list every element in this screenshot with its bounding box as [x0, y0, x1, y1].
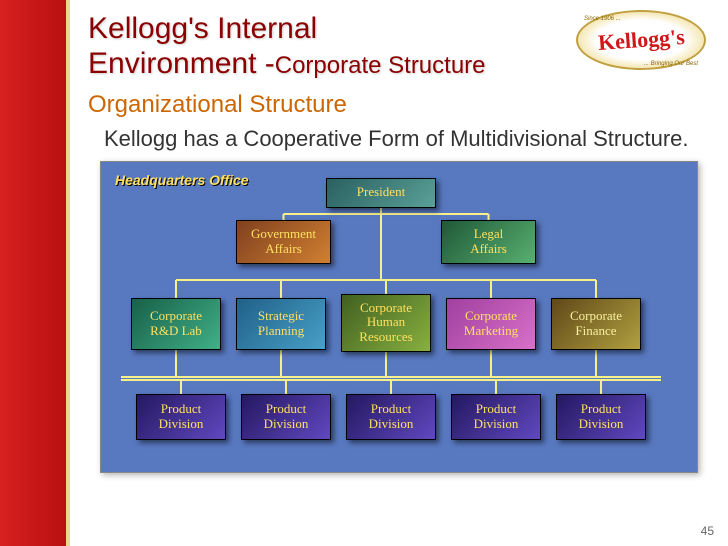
org-node-legal: LegalAffairs	[441, 220, 536, 264]
title-line2a: Environment -	[88, 47, 275, 80]
org-node-rnd: CorporateR&D Lab	[131, 298, 221, 350]
sidebar-red	[0, 0, 70, 546]
slide: Kellogg's Since 1906 ... ... Bringing Ou…	[0, 0, 728, 546]
org-node-pd3: ProductDivision	[346, 394, 436, 440]
org-node-pd2: ProductDivision	[241, 394, 331, 440]
title-line1: Kellogg's Internal	[88, 12, 317, 45]
logo-tagline-top: Since 1906 ...	[584, 16, 621, 22]
orgchart: Headquarters Office President GovernmentA…	[101, 162, 697, 472]
page-number: 45	[701, 524, 714, 538]
org-node-strat: StrategicPlanning	[236, 298, 326, 350]
title-line2b: Corporate Structure	[275, 52, 486, 79]
kelloggs-logo: Kellogg's Since 1906 ... ... Bringing Ou…	[576, 10, 706, 70]
org-node-pd1: ProductDivision	[136, 394, 226, 440]
org-node-mkt: CorporateMarketing	[446, 298, 536, 350]
org-node-pd5: ProductDivision	[556, 394, 646, 440]
hq-label: Headquarters Office	[115, 172, 249, 188]
org-node-president: President	[326, 178, 436, 208]
subtitle: Organizational Structure	[88, 91, 710, 119]
org-node-pd4: ProductDivision	[451, 394, 541, 440]
body-text: Kellogg has a Cooperative Form of Multid…	[104, 125, 710, 153]
logo-tagline-bottom: ... Bringing Our Best	[644, 61, 698, 67]
content-area: Kellogg's Since 1906 ... ... Bringing Ou…	[70, 0, 728, 546]
logo-text: Kellogg's	[597, 24, 685, 56]
orgchart-frame: Headquarters Office President GovernmentA…	[100, 161, 698, 473]
org-node-hr: CorporateHumanResources	[341, 294, 431, 352]
org-node-gov: GovernmentAffairs	[236, 220, 331, 264]
org-node-fin: CorporateFinance	[551, 298, 641, 350]
